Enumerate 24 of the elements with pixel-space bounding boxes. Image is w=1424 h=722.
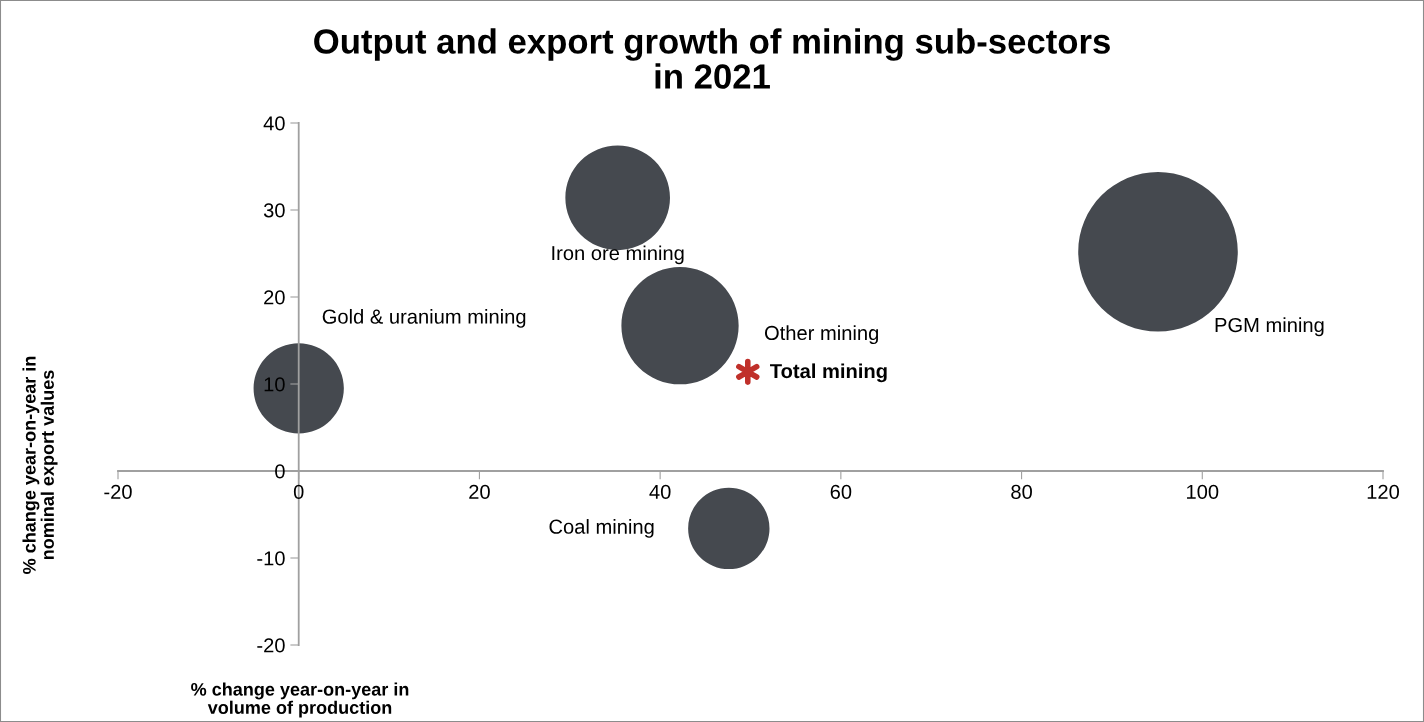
series-label: Other mining xyxy=(764,325,879,345)
y-tick-label: -10 xyxy=(257,551,285,566)
y-tick-label: 10 xyxy=(264,377,285,392)
y-tick-label: 40 xyxy=(263,116,285,131)
series-label: Coal mining xyxy=(549,519,654,538)
x-tick-label: 40 xyxy=(649,484,671,499)
x-tick-label: 60 xyxy=(830,484,852,499)
y-tick-label: 30 xyxy=(263,203,285,218)
chart-title: Output and export growth of mining sub-sectors in 2021 xyxy=(314,28,1110,89)
x-tick-label: 80 xyxy=(1011,484,1032,499)
y-tick-label: -20 xyxy=(257,638,285,653)
x-tick-label: 0 xyxy=(293,484,304,499)
x-tick-label: 100 xyxy=(1187,484,1219,499)
series-label: Iron ore mining xyxy=(552,245,684,265)
x-axis-title: % change year-on-year in volume of production xyxy=(191,682,409,718)
y-axis-title: % change year-on-year in nominal export values xyxy=(22,356,58,574)
y-tick-label: 20 xyxy=(264,290,285,305)
series-label: PGM mining xyxy=(1215,317,1324,337)
series-label: Total mining xyxy=(770,363,887,383)
x-tick-label: 120 xyxy=(1367,484,1400,499)
series-label: Gold & uranium mining xyxy=(322,308,526,328)
x-tick-label: 20 xyxy=(469,484,490,499)
y-tick-label: 0 xyxy=(275,464,285,479)
x-tick-label: -20 xyxy=(104,484,132,499)
